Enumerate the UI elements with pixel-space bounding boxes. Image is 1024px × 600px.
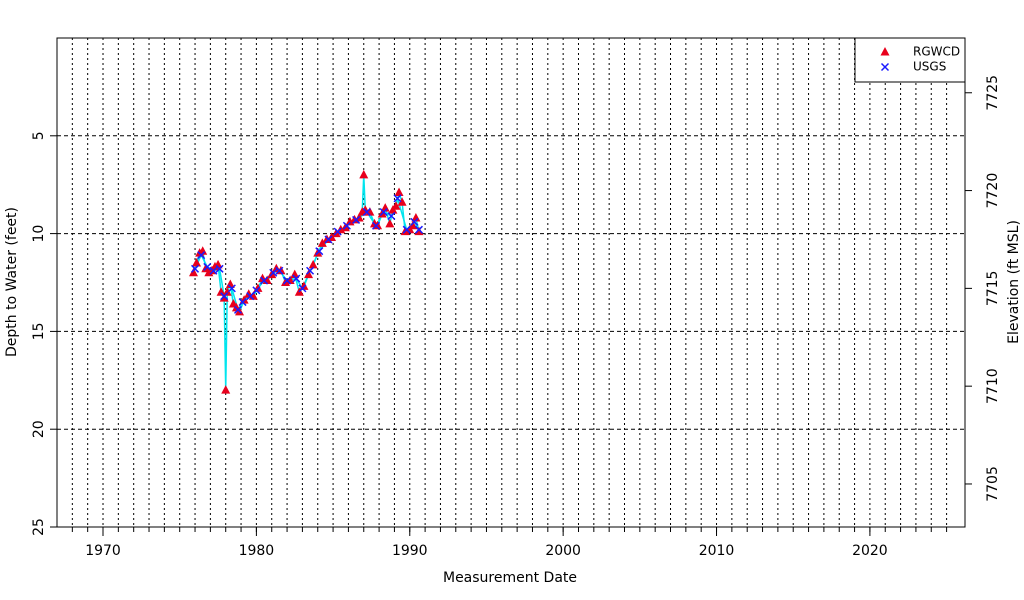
point [304, 269, 314, 279]
point [225, 279, 235, 288]
plot-frame [56, 37, 966, 528]
y-tick-label: 5 [31, 131, 47, 140]
point [394, 187, 404, 197]
point [189, 267, 199, 277]
point [238, 298, 247, 307]
x-tick-label: 2000 [545, 543, 581, 559]
point [393, 194, 402, 203]
point [359, 169, 369, 179]
point [380, 203, 390, 212]
point [292, 274, 301, 283]
point [317, 238, 327, 247]
point [216, 287, 226, 296]
y-tick-label: 25 [31, 518, 47, 536]
point [371, 221, 381, 230]
x-tick-label: 1970 [85, 543, 121, 559]
y-tick-label: 10 [31, 225, 47, 243]
y2-tick-label: 7715 [985, 271, 1001, 307]
legend-box [854, 37, 966, 83]
point [275, 266, 284, 275]
point [306, 266, 315, 275]
point [233, 305, 243, 314]
point [246, 292, 255, 301]
point [352, 215, 361, 224]
point [342, 221, 351, 230]
point [315, 247, 324, 256]
point [197, 251, 206, 260]
point [260, 276, 269, 285]
point [333, 227, 342, 236]
point [222, 287, 232, 296]
point [192, 257, 202, 267]
legend-label: USGS [913, 60, 946, 74]
point [308, 259, 318, 269]
x-axis-title: Measurement Date [443, 570, 577, 586]
point [387, 211, 396, 221]
y-axis-title: Depth to Water (feet) [4, 207, 20, 357]
legend-marker [880, 47, 890, 56]
point [402, 225, 411, 234]
point [290, 269, 300, 279]
legend-marker [880, 62, 890, 72]
point [269, 268, 278, 277]
point [379, 208, 388, 217]
x-tick-label: 1990 [392, 543, 428, 559]
y-tick-label: 15 [31, 322, 47, 340]
point [215, 264, 224, 273]
point [298, 284, 307, 293]
point [397, 197, 407, 206]
point [221, 385, 231, 394]
point [209, 266, 218, 275]
x-tick-label: 2020 [852, 543, 888, 559]
y-tick-label: 20 [31, 420, 47, 438]
x-tick-label: 1980 [239, 543, 275, 559]
point [324, 235, 333, 244]
point [414, 225, 424, 234]
y2-axis-title: Elevation (ft MSL) [1006, 220, 1022, 344]
point [252, 286, 261, 295]
point [408, 220, 418, 230]
x-tick-label: 2010 [699, 543, 735, 559]
point [213, 259, 223, 269]
y2-tick-label: 7720 [985, 173, 1001, 209]
legend-label: RGWCD [913, 45, 960, 59]
y2-tick-label: 7725 [985, 75, 1001, 111]
point [283, 276, 292, 285]
point [385, 218, 395, 228]
point [411, 212, 421, 222]
point [198, 246, 208, 255]
point [220, 292, 229, 301]
y2-tick-label: 7705 [985, 466, 1001, 502]
point [227, 284, 236, 293]
point [362, 208, 371, 217]
point [414, 226, 424, 236]
point [219, 293, 229, 302]
point [391, 201, 401, 210]
point [203, 262, 212, 271]
point [191, 264, 200, 273]
y2-tick-label: 7710 [985, 368, 1001, 404]
point [410, 217, 419, 226]
